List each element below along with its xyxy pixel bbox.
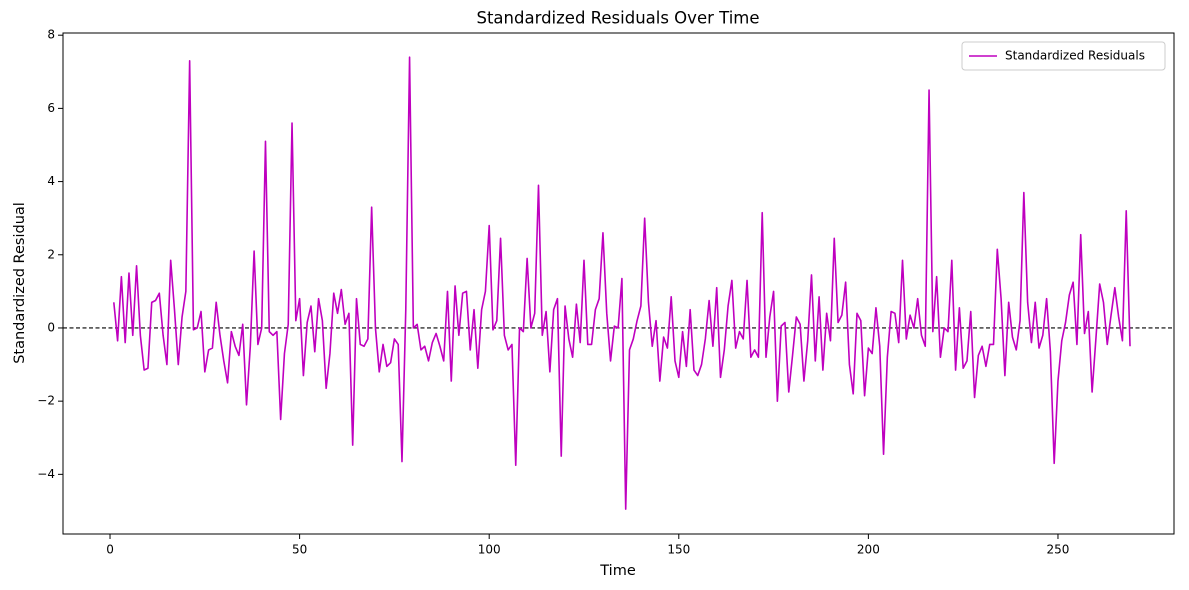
- plot-frame: [62, 32, 1175, 535]
- y-tick-label: 6: [47, 101, 55, 115]
- x-tick-label: 200: [857, 543, 880, 557]
- x-tick-label: 50: [292, 543, 307, 557]
- y-tick-label: 2: [47, 247, 55, 261]
- y-tick-label: 8: [47, 28, 55, 42]
- y-tick-label: −4: [37, 467, 55, 481]
- series-line: [113, 56, 1131, 510]
- y-tick-label: 4: [47, 174, 55, 188]
- x-tick-label: 250: [1047, 543, 1070, 557]
- legend-label: Standardized Residuals: [1005, 49, 1145, 63]
- x-tick-label: 0: [106, 543, 114, 557]
- y-axis-label: Standardized Residual: [12, 202, 28, 364]
- x-axis-label: Time: [599, 563, 636, 579]
- x-tick-label: 150: [667, 543, 690, 557]
- y-tick-label: 0: [47, 320, 55, 334]
- chart-title: Standardized Residuals Over Time: [476, 9, 759, 28]
- y-tick-label: −2: [37, 394, 55, 408]
- x-tick-label: 100: [478, 543, 501, 557]
- legend-box: [961, 41, 1166, 71]
